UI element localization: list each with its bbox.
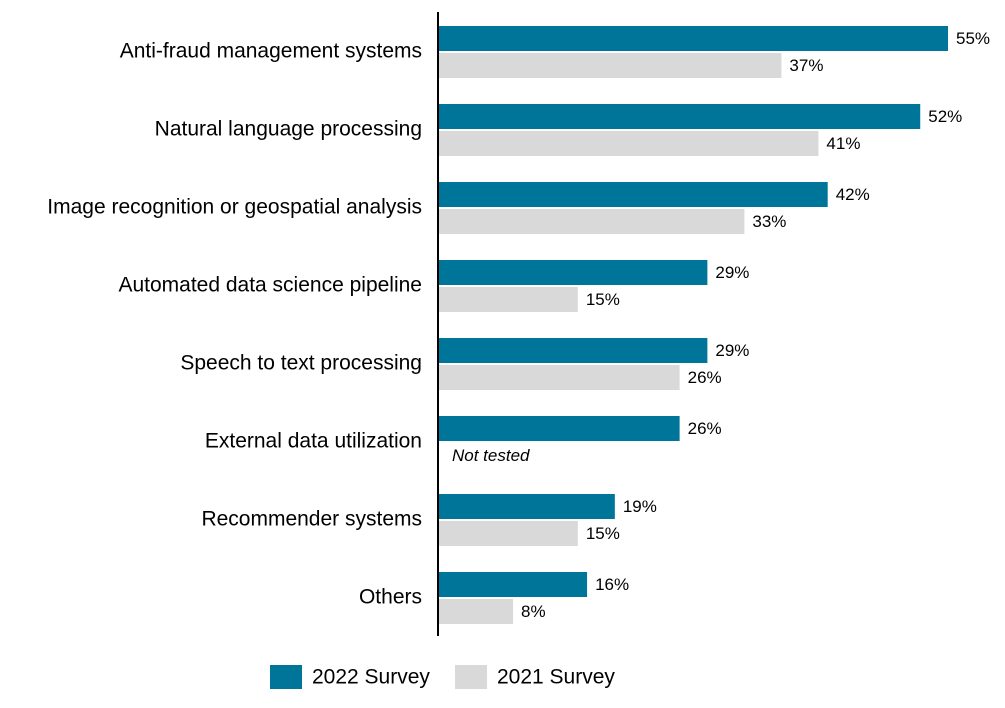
- data-label: 37%: [789, 56, 823, 75]
- legend: 2022 Survey 2021 Survey: [270, 665, 615, 689]
- data-label: 26%: [688, 419, 722, 438]
- bar-2022: [439, 416, 680, 441]
- bar-2021: [439, 209, 745, 234]
- data-label: 42%: [836, 185, 870, 204]
- legend-label: 2022 Survey: [312, 666, 430, 689]
- bar-2022: [439, 572, 588, 597]
- not-tested-note: Not tested: [452, 446, 530, 465]
- legend-swatch: [270, 665, 302, 689]
- data-label: 15%: [586, 524, 620, 543]
- legend-swatch: [455, 665, 487, 689]
- bar-2021: [439, 131, 819, 156]
- value-labels: 55% 37% 52% 41% 42% 33% 29% 15% 29% 26% 26% Not tes…: [452, 29, 990, 621]
- category-label: Others: [359, 586, 422, 609]
- legend-label: 2021 Survey: [497, 666, 615, 689]
- data-label: 16%: [595, 575, 629, 594]
- bar-2022: [439, 104, 921, 129]
- data-label: 29%: [715, 263, 749, 282]
- category-label: Speech to text processing: [180, 352, 422, 375]
- data-label: 15%: [586, 290, 620, 309]
- bars: [439, 26, 948, 624]
- category-label: Natural language processing: [155, 118, 422, 141]
- data-label: 8%: [521, 602, 546, 621]
- bar-2021: [439, 53, 782, 78]
- bar-2021: [439, 521, 578, 546]
- category-label: Automated data science pipeline: [118, 274, 422, 297]
- bar-2021: [439, 287, 578, 312]
- bar-2022: [439, 182, 828, 207]
- data-label: 52%: [928, 107, 962, 126]
- data-label: 55%: [956, 29, 990, 48]
- bar-2022: [439, 338, 708, 363]
- category-label: External data utilization: [205, 430, 422, 453]
- data-label: 19%: [623, 497, 657, 516]
- bar-2021: [439, 599, 514, 624]
- bar-2021: [439, 365, 680, 390]
- bar-2022: [439, 260, 708, 285]
- data-label: 33%: [752, 212, 786, 231]
- data-label: 26%: [688, 368, 722, 387]
- data-label: 29%: [715, 341, 749, 360]
- data-label: 41%: [826, 134, 860, 153]
- category-labels: Anti-fraud management systems Natural lan…: [47, 40, 422, 609]
- category-label: Anti-fraud management systems: [120, 40, 422, 63]
- bar-2022: [439, 494, 615, 519]
- category-label: Image recognition or geospatial analysis: [47, 196, 422, 219]
- category-label: Recommender systems: [201, 508, 422, 531]
- bar-2022: [439, 26, 948, 51]
